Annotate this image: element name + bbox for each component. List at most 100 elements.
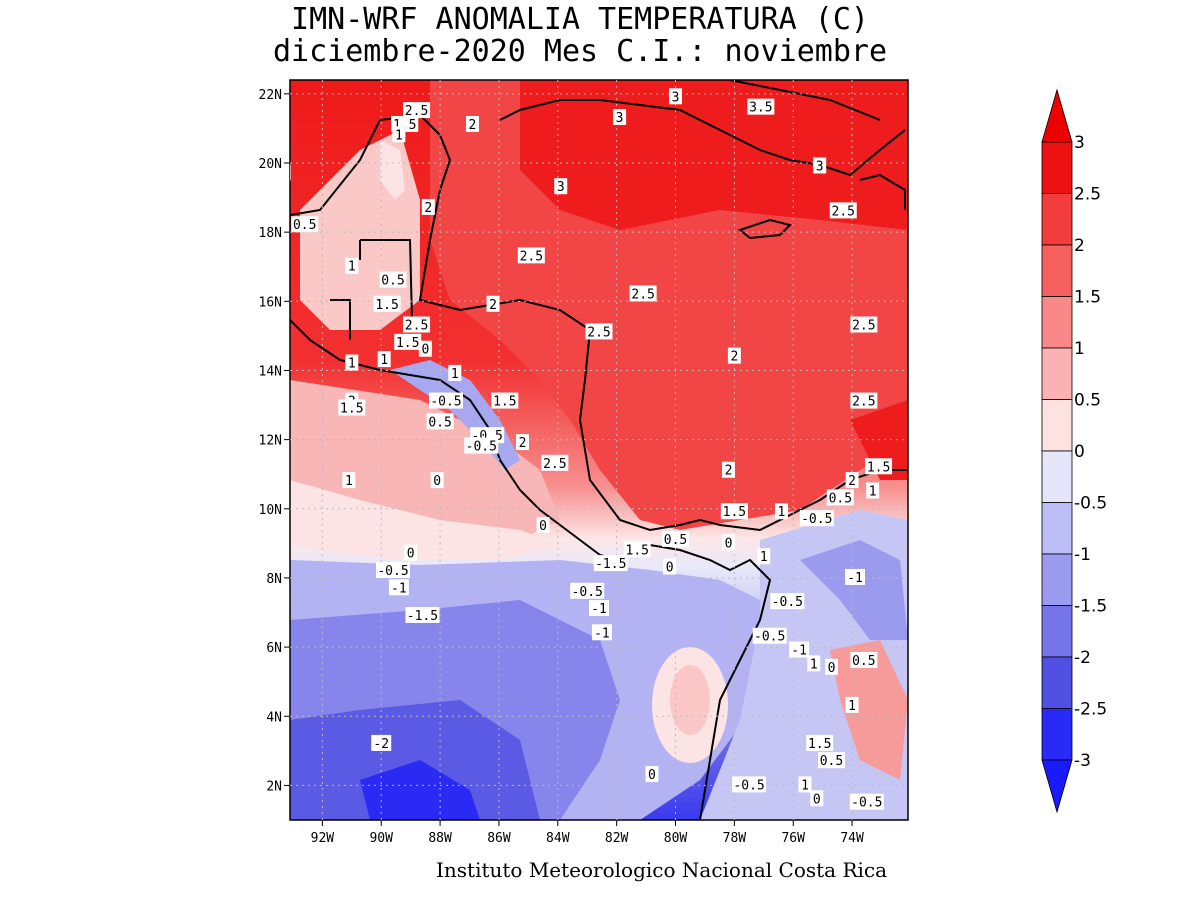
- contour-label: 0.5: [379, 271, 407, 289]
- colorbar-label: -1.5: [1074, 597, 1107, 617]
- contour-label: 3: [554, 178, 568, 195]
- svg-text:3: 3: [557, 180, 565, 195]
- lon-tick-label: 82W: [605, 831, 629, 846]
- contour-label: -1: [589, 600, 609, 617]
- lat-tick-label: 8N: [266, 572, 282, 587]
- contour-label: 0.5: [426, 413, 454, 430]
- contour-label: 0.5: [817, 752, 845, 769]
- svg-text:2.5: 2.5: [520, 249, 543, 264]
- colorbar-label: -3: [1074, 751, 1091, 771]
- svg-text:2: 2: [469, 118, 477, 133]
- svg-text:3: 3: [616, 111, 624, 126]
- svg-text:-1: -1: [594, 626, 610, 641]
- contour-label: 1: [757, 548, 771, 565]
- contour-label: 3: [813, 157, 827, 174]
- contour-label: -1.5: [593, 555, 628, 572]
- coastlines: [290, 80, 908, 820]
- contour-label: -1.5: [405, 606, 440, 624]
- svg-text:0.5: 0.5: [428, 415, 451, 430]
- svg-text:-0.5: -0.5: [772, 595, 803, 610]
- contour-label: 0.5: [850, 651, 878, 669]
- contour-label: 1: [345, 257, 359, 275]
- svg-text:0.5: 0.5: [381, 274, 404, 289]
- svg-text:3.5: 3.5: [749, 101, 772, 116]
- svg-text:2: 2: [725, 464, 733, 479]
- colorbar-swatch: [1041, 553, 1073, 606]
- svg-text:-1.5: -1.5: [407, 609, 438, 624]
- svg-text:1.5: 1.5: [340, 402, 363, 417]
- colorbar-label: -1: [1074, 545, 1091, 565]
- contour-label: 2: [515, 434, 529, 451]
- svg-text:0: 0: [421, 343, 429, 358]
- svg-text:0: 0: [648, 768, 656, 783]
- contour-label: 0.5: [662, 530, 690, 548]
- contour-label: 0.5: [291, 216, 319, 233]
- colorbar-swatch: [1041, 296, 1073, 349]
- contour-label: 1: [798, 776, 812, 793]
- colorbar-label: 2: [1074, 236, 1085, 256]
- svg-text:0: 0: [539, 519, 547, 534]
- contour-label: 0: [721, 534, 735, 551]
- svg-text:2.5: 2.5: [852, 319, 875, 334]
- contour-label: 0: [418, 340, 432, 358]
- contour-label: 0: [536, 517, 550, 534]
- svg-text:-0.5: -0.5: [572, 585, 603, 600]
- contour-label: 1.5: [623, 541, 651, 558]
- svg-text:3: 3: [816, 159, 824, 174]
- contour-label: 3: [613, 109, 627, 126]
- svg-text:1: 1: [760, 550, 768, 565]
- svg-text:2: 2: [424, 201, 432, 216]
- contour-label: 0: [430, 472, 444, 489]
- lat-tick-label: 4N: [266, 710, 282, 725]
- contour-label: 0: [824, 658, 838, 676]
- svg-text:1: 1: [345, 474, 353, 489]
- contour-label: 1.5: [373, 295, 401, 313]
- svg-text:0.5: 0.5: [852, 654, 875, 669]
- map-subtitle: diciembre-2020 Mes C.I.: noviembre: [272, 34, 888, 69]
- contour-label: -0.5: [570, 582, 605, 600]
- svg-text:1: 1: [348, 357, 356, 372]
- svg-text:2: 2: [730, 350, 738, 365]
- svg-text:2.5: 2.5: [852, 395, 875, 410]
- colorbar-label: -0.5: [1074, 494, 1107, 514]
- contour-label: 1: [807, 655, 821, 672]
- lat-tick-label: 18N: [259, 226, 282, 241]
- svg-text:2: 2: [519, 436, 527, 451]
- svg-text:1: 1: [348, 260, 356, 275]
- svg-text:-1: -1: [391, 581, 407, 596]
- contour-label: 1.5: [491, 392, 519, 410]
- contour-label: 3: [669, 88, 683, 105]
- contour-label: 0: [663, 558, 677, 576]
- svg-text:2.5: 2.5: [832, 204, 855, 219]
- svg-text:-1: -1: [847, 571, 863, 586]
- colorbar-label: 1: [1074, 339, 1085, 359]
- colorbar-label: 0: [1074, 442, 1085, 462]
- contour-label: 1.5: [865, 458, 893, 475]
- svg-text:1: 1: [801, 778, 809, 793]
- colorbar-over-arrow: [1041, 88, 1073, 143]
- lat-tick-label: 12N: [259, 434, 282, 449]
- contour-label: -0.5: [799, 510, 834, 527]
- colorbar-label: -2.5: [1074, 700, 1107, 720]
- colorbar-swatch: [1041, 708, 1073, 761]
- contour-label: -0.5: [752, 627, 787, 645]
- svg-text:1: 1: [380, 353, 388, 368]
- colorbar-swatch: [1041, 399, 1073, 452]
- svg-text:-2: -2: [373, 737, 389, 752]
- svg-text:1: 1: [778, 505, 786, 520]
- contour-label: 2.5: [850, 392, 878, 410]
- contour-label: 1: [345, 354, 359, 372]
- svg-text:2.5: 2.5: [631, 287, 654, 302]
- svg-text:2.5: 2.5: [405, 319, 428, 334]
- contour-label: -0.5: [732, 776, 767, 793]
- svg-text:-1: -1: [591, 602, 607, 617]
- contour-label: 2: [845, 472, 859, 489]
- colorbar: 3 2.5 2 1.5 1 0.5 0 -0.5 -1 -1.5 -2 -2.5 -3: [1041, 88, 1107, 814]
- contour-label: -2: [371, 734, 392, 752]
- contour-label: 1: [845, 696, 859, 714]
- lon-tick-label: 74W: [840, 831, 864, 846]
- contour-label: -0.5: [376, 562, 410, 579]
- contour-label: 0: [645, 766, 659, 783]
- contour-label: -0.5: [849, 793, 884, 811]
- lon-tick-label: 76W: [781, 831, 805, 846]
